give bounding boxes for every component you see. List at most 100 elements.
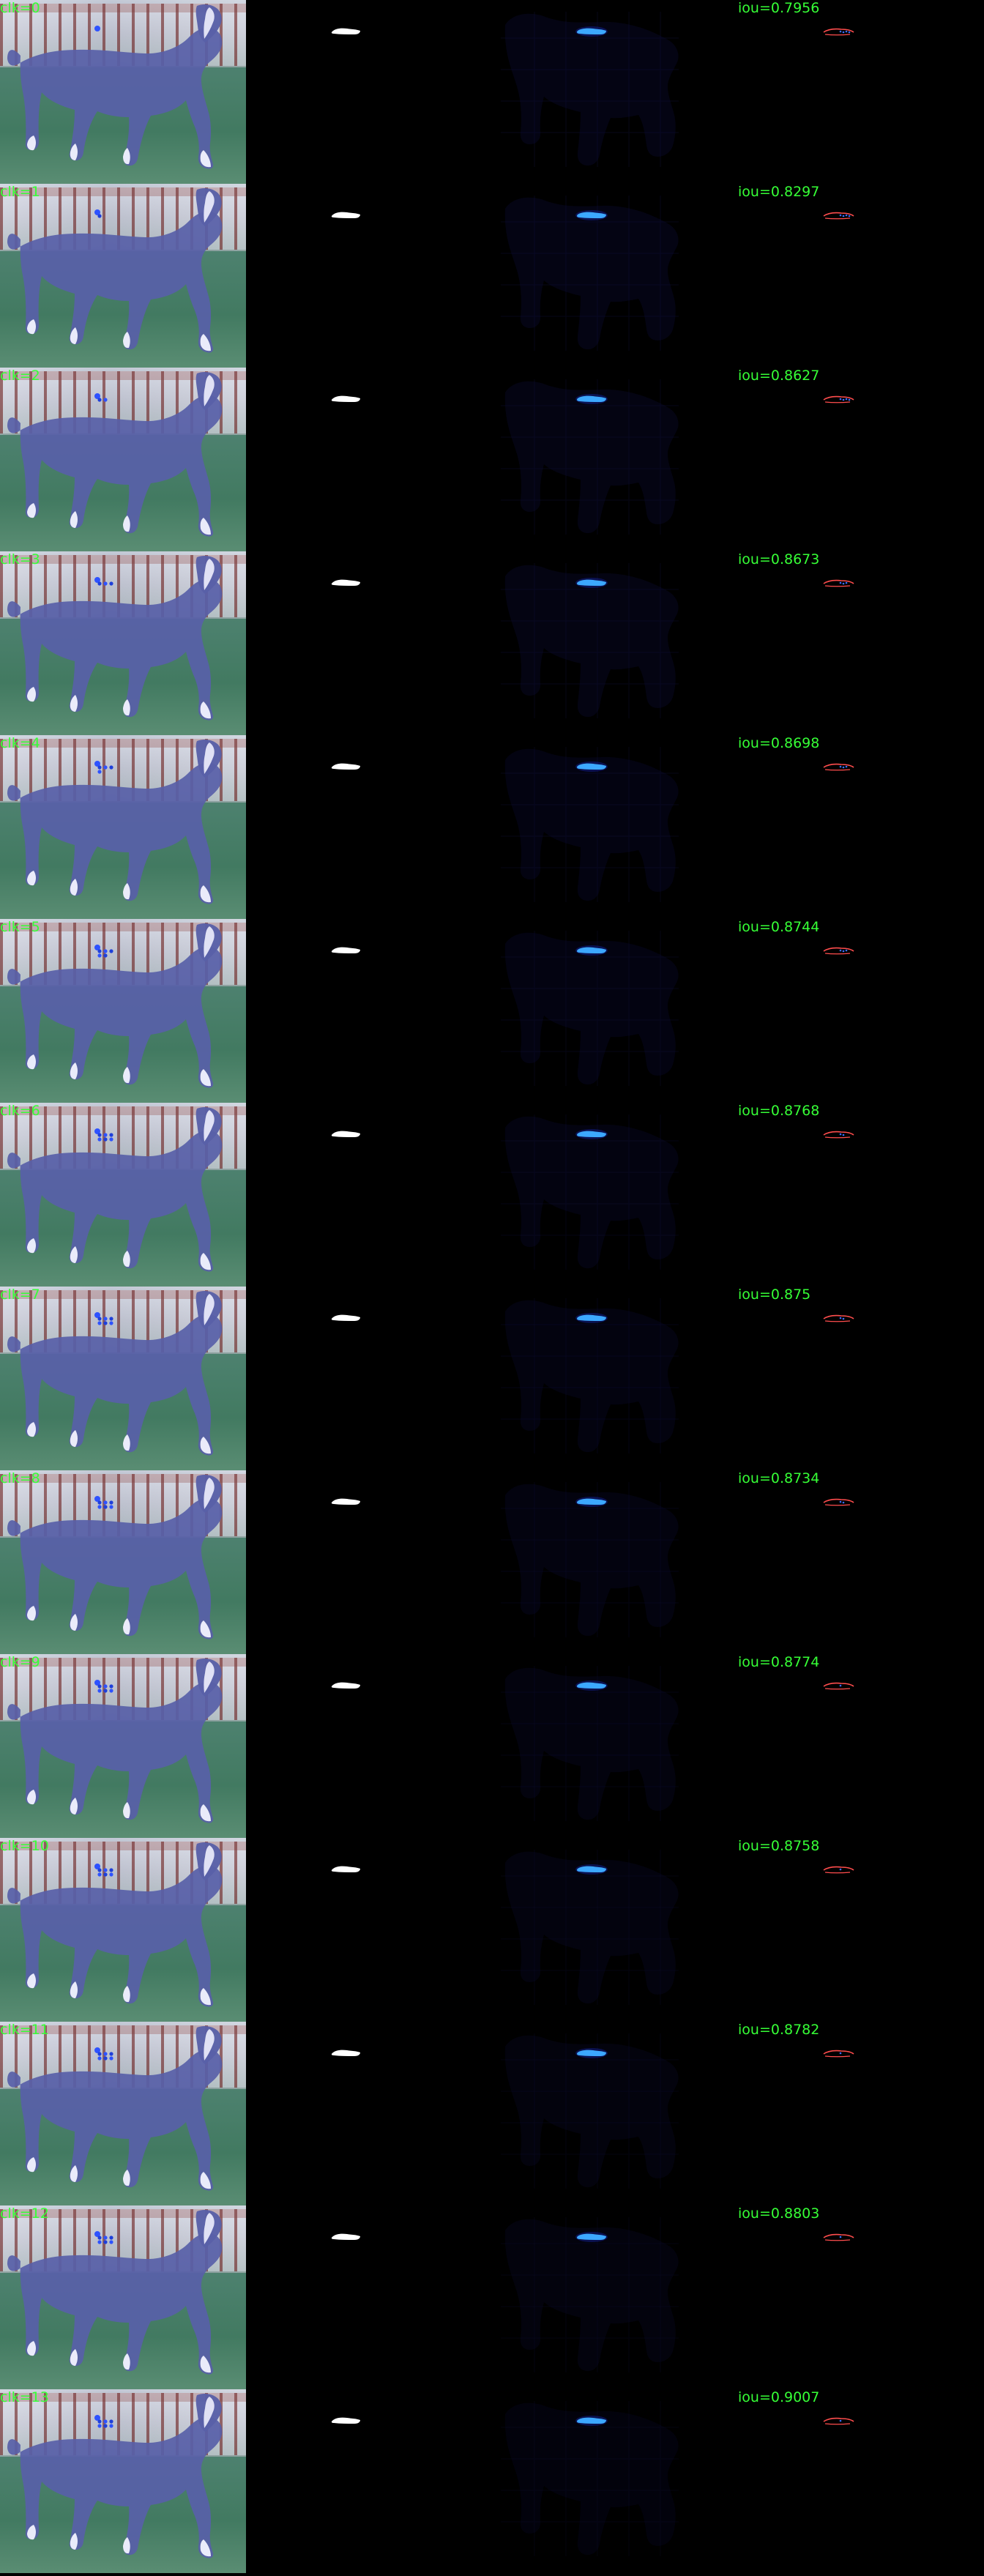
click-marker [109, 2056, 113, 2060]
click-count-label: clk=8 [0, 1470, 40, 1486]
click-count-label: clk=10 [0, 1838, 49, 1854]
mask-blob [332, 948, 360, 953]
click-marker [103, 2424, 107, 2427]
error-point-blue [849, 31, 851, 34]
overlay-image-panel [0, 1470, 246, 1654]
error-point-blue [843, 950, 845, 953]
error-point-blue [843, 1134, 845, 1136]
error-map-panel [738, 1654, 984, 1838]
click-markers [0, 735, 246, 919]
probability-layer [492, 184, 738, 368]
error-point-blue [846, 582, 848, 584]
click-marker [97, 581, 101, 585]
probability-map-panel [492, 919, 738, 1103]
probability-layer [492, 919, 738, 1103]
probability-map-panel [492, 1838, 738, 2022]
click-markers [0, 368, 246, 551]
probability-map-panel [492, 368, 738, 551]
predicted-mask-panel [246, 2022, 492, 2205]
mask-blob [332, 1131, 360, 1137]
click-marker [103, 2052, 107, 2055]
iou-score-label: iou=0.8297 [738, 184, 819, 200]
click-marker [97, 1684, 101, 1688]
click-count-label: clk=13 [0, 2389, 49, 2405]
click-marker [97, 1500, 101, 1504]
probability-layer [492, 1654, 738, 1838]
iou-score-label: iou=0.8803 [738, 2205, 819, 2222]
error-layer [738, 1838, 984, 2022]
click-marker [97, 2424, 101, 2427]
iou-score-label: iou=0.875 [738, 1287, 810, 1303]
click-count-label: clk=1 [0, 184, 40, 200]
click-markers [0, 184, 246, 368]
overlay-image-panel [0, 1654, 246, 1838]
click-marker [97, 770, 101, 773]
mask-shape-layer [246, 1287, 492, 1470]
click-marker [97, 1317, 101, 1320]
click-marker [97, 953, 101, 957]
click-marker [97, 2419, 101, 2423]
click-marker [109, 1872, 113, 1876]
click-markers [0, 551, 246, 735]
click-count-label: clk=9 [0, 1654, 40, 1670]
error-layer [738, 2389, 984, 2573]
error-point-blue [840, 2052, 842, 2055]
error-map-panel [738, 368, 984, 551]
click-marker [97, 1321, 101, 1325]
error-point-blue [840, 1685, 842, 1687]
iou-score-label: iou=0.8758 [738, 1838, 819, 1854]
mask-shape-layer [246, 184, 492, 368]
click-marker [97, 1868, 101, 1872]
error-point-blue [840, 398, 842, 401]
mask-shape-layer [246, 1838, 492, 2022]
error-layer [738, 368, 984, 551]
error-contour-top [824, 1500, 854, 1503]
click-marker [103, 953, 107, 957]
overlay-image-panel [0, 1838, 246, 2022]
click-marker [97, 2056, 101, 2060]
probability-map-panel [492, 2022, 738, 2205]
iou-score-label: iou=0.8698 [738, 735, 819, 751]
predicted-mask-panel [246, 1654, 492, 1838]
error-map-panel [738, 0, 984, 184]
iou-score-label: iou=0.7956 [738, 0, 819, 16]
mask-blob [332, 396, 360, 402]
click-marker [97, 1872, 101, 1876]
error-point-blue [840, 1133, 842, 1136]
mask-shape-layer [246, 551, 492, 735]
predicted-mask-panel [246, 919, 492, 1103]
click-marker [97, 1505, 101, 1508]
result-row: clk=8 iou=0.8734 [0, 1470, 984, 1654]
mask-blob [332, 212, 360, 218]
error-contour-top [824, 1316, 854, 1319]
probability-layer [492, 1838, 738, 2022]
click-marker [97, 214, 101, 217]
click-marker [109, 2419, 113, 2423]
error-point-blue [843, 1502, 845, 1504]
error-point-blue [843, 215, 845, 217]
error-point-blue [846, 215, 848, 217]
click-marker [97, 398, 101, 401]
error-map-panel [738, 184, 984, 368]
overlay-image-panel [0, 2389, 246, 2573]
error-point-blue [849, 399, 851, 401]
error-point-blue [840, 31, 842, 33]
click-marker [103, 2236, 107, 2239]
error-point-blue [843, 399, 845, 401]
mask-blob [332, 764, 360, 770]
probability-layer [492, 735, 738, 919]
click-marker [103, 1137, 107, 1141]
click-marker [103, 2240, 107, 2244]
error-point-blue [840, 1317, 842, 1319]
error-point-blue [840, 2236, 842, 2238]
error-map-panel [738, 735, 984, 919]
overlay-image-panel [0, 1287, 246, 1470]
click-count-label: clk=4 [0, 735, 40, 751]
error-point-blue [846, 398, 848, 401]
mask-shape-layer [246, 735, 492, 919]
overlay-image-panel [0, 2205, 246, 2389]
predicted-mask-panel [246, 0, 492, 184]
iou-score-label: iou=0.8673 [738, 551, 819, 567]
probability-layer [492, 368, 738, 551]
probability-layer [492, 2205, 738, 2389]
